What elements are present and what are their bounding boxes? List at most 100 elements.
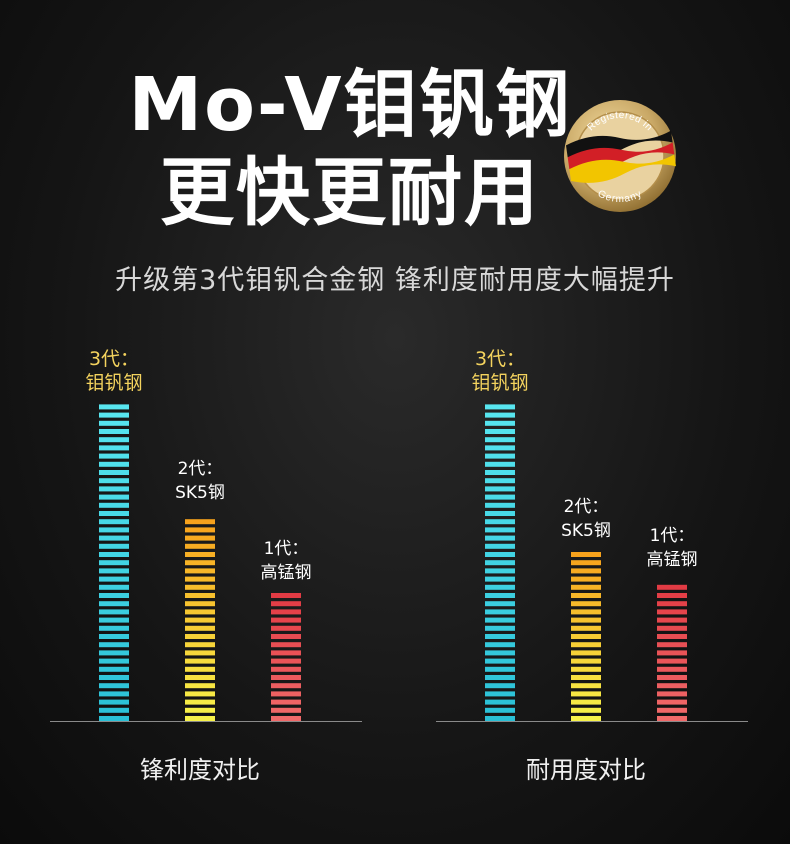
bar-segment [99,445,129,451]
bar-segment [485,625,515,631]
bar-segment [485,675,515,680]
bar-segment [271,593,301,598]
bar-segment [485,707,515,713]
bar-segment [185,675,215,680]
bar-segment [271,683,301,689]
bar-segment [185,560,215,566]
bar-segment [485,527,515,533]
bar-label: 1代： [264,539,309,559]
bar-segment [485,617,515,623]
bar-segment [571,716,601,721]
bar-segment [99,437,129,443]
bar-segment [571,560,601,566]
bar-segment [485,691,515,697]
bar-segment [99,429,129,434]
bar-label: 3代： [89,348,139,370]
bar-segment [99,707,129,713]
bar-segment [99,494,129,500]
bar-segment [99,560,129,566]
bar-segment [571,584,601,590]
bar [657,584,687,721]
bar-segment [657,617,687,623]
bar-label: 2代： [178,459,223,479]
bar-segment [99,675,129,680]
bar-label: 钼钒钢 [85,372,142,394]
bar-segment [271,699,301,705]
bar-segment [485,584,515,590]
bar-segment [485,658,515,664]
bar-segment [571,609,601,615]
bar-segment [485,470,515,475]
bar-segment [99,543,129,549]
bar-segment [99,470,129,475]
bar-segment [271,675,301,680]
bar-segment [185,617,215,623]
bar-segment [485,560,515,566]
bar-segment [657,601,687,607]
bar-segment [485,453,515,459]
bar-segment [185,593,215,598]
bar-segment [271,691,301,697]
bar-segment [485,478,515,484]
bar-segment [185,699,215,705]
bar [185,519,215,721]
bar-segment [657,650,687,656]
bar-segment [571,617,601,623]
durability-chart-plot: 3代：钼钒钢 2代： SK5钢 1代： 高锰钢 [436,348,748,722]
bar-segment [185,568,215,574]
bar-segment [571,642,601,648]
bar-segment [271,625,301,631]
bar-segment [185,658,215,664]
bar-segment [185,527,215,533]
bar-segment [657,683,687,689]
bar-segment [99,691,129,697]
bar-segment [185,642,215,648]
bar-segment [99,650,129,656]
bar-segment [485,666,515,672]
bar-segment [485,412,515,418]
bar-segment [99,453,129,459]
bar-segment [485,535,515,541]
bar-segment [485,593,515,598]
bar-segment [271,707,301,713]
bar-segment [571,707,601,713]
sharpness-chart-caption: 锋利度对比 [140,756,260,784]
bar-segment [485,642,515,648]
bar-segment [99,716,129,721]
bar-segment [185,707,215,713]
subtitle: 升级第3代钼钒合金钢 锋利度耐用度大幅提升 [115,265,675,296]
bar-segment [185,535,215,541]
bar-segment [99,642,129,648]
bar-segment [571,699,601,705]
bar-label: SK5钢 [175,483,225,503]
bar-segment [271,617,301,623]
bar-segment [485,634,515,639]
bar-segment [99,404,129,410]
bar-label: 3代： [475,348,525,370]
bar-segment [485,519,515,525]
bar-segment [485,494,515,500]
bar-segment [657,584,687,590]
sharpness-chart-plot: 3代：钼钒钢 2代： SK5钢 1代： 高锰钢 [50,348,362,722]
durability-comparison-chart: 3代： 钼钒钢 2代： SK5钢 1代： 高锰钢 耐用度对比 [416,330,756,800]
bar-segment [657,699,687,705]
svg-text:Germany: Germany [596,188,645,205]
bar [571,552,601,721]
bar-segment [185,552,215,557]
bar-segment [99,420,129,426]
bar-segment [271,609,301,615]
bar [271,593,301,721]
bar-segment [99,609,129,615]
bar-segment [99,502,129,508]
bar-segment [657,658,687,664]
bar-segment [571,650,601,656]
bar-segment [571,601,601,607]
bar-segment [485,683,515,689]
title-line-1: Mo-V钼钒钢 [128,62,572,148]
bar-label: 高锰钢 [261,563,312,583]
bar-segment [485,511,515,516]
bar-segment [271,642,301,648]
bar-segment [657,707,687,713]
bar-segment [657,593,687,598]
bar-segment [485,461,515,467]
